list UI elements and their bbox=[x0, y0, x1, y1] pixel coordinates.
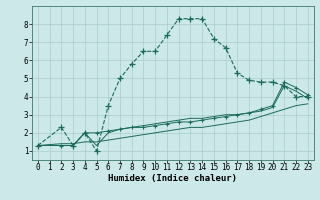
X-axis label: Humidex (Indice chaleur): Humidex (Indice chaleur) bbox=[108, 174, 237, 183]
